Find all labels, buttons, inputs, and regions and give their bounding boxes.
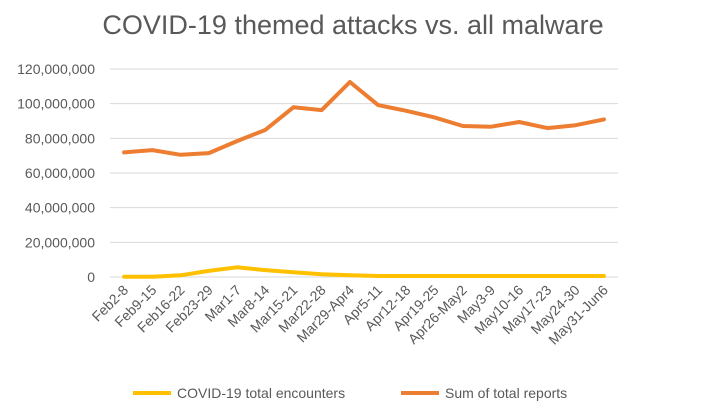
chart-title: COVID-19 themed attacks vs. all malware (102, 10, 604, 40)
y-tick-label: 20,000,000 (25, 234, 95, 250)
legend-label-reports: Sum of total reports (445, 385, 568, 401)
legend-swatch-reports (401, 391, 439, 395)
legend-swatch-covid (133, 391, 171, 395)
y-tick-label: 0 (87, 269, 95, 285)
y-tick-label: 120,000,000 (17, 61, 95, 77)
y-tick-label: 80,000,000 (25, 130, 95, 146)
y-tick-label: 100,000,000 (17, 96, 95, 112)
series-line-reports (122, 80, 606, 157)
y-tick-label: 60,000,000 (25, 165, 95, 181)
legend-item-reports: Sum of total reports (401, 385, 567, 401)
series-line-covid (122, 265, 606, 279)
y-tick-label: 40,000,000 (25, 200, 95, 216)
legend-item-covid: COVID-19 total encounters (133, 385, 345, 401)
legend-label-covid: COVID-19 total encounters (177, 385, 346, 401)
